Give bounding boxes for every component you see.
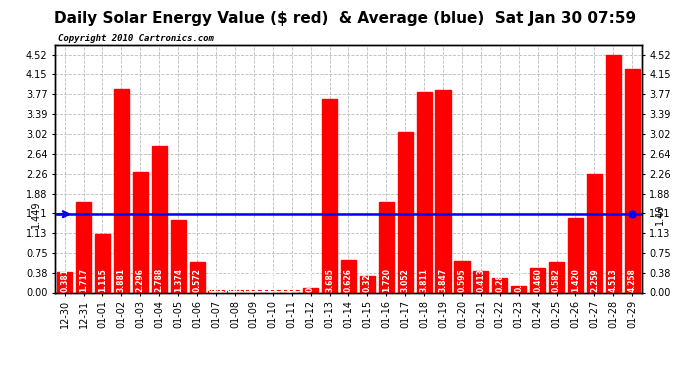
Text: 2.259: 2.259 [590, 268, 599, 292]
Text: 1.449: 1.449 [31, 201, 41, 228]
Bar [246, 290, 262, 292]
Text: 0.000: 0.000 [287, 268, 296, 292]
Bar [57, 273, 72, 292]
Text: 0.283: 0.283 [495, 268, 504, 292]
Text: 3.052: 3.052 [401, 268, 410, 292]
Text: 0.129: 0.129 [514, 268, 523, 292]
Text: 2.296: 2.296 [136, 268, 145, 292]
Bar [303, 288, 318, 292]
Bar [170, 220, 186, 292]
Bar [568, 218, 583, 292]
Text: 2.788: 2.788 [155, 268, 164, 292]
Text: 0.079: 0.079 [306, 268, 315, 292]
Bar [190, 262, 205, 292]
Bar [492, 278, 507, 292]
Bar [435, 90, 451, 292]
Bar [322, 99, 337, 292]
Text: 1.49: 1.49 [655, 204, 665, 225]
Text: 1.115: 1.115 [98, 268, 107, 292]
Bar [132, 172, 148, 292]
Text: 0.000: 0.000 [230, 268, 239, 292]
Text: 0.460: 0.460 [533, 268, 542, 292]
Text: 1.717: 1.717 [79, 268, 88, 292]
Text: 3.811: 3.811 [420, 268, 428, 292]
Bar [549, 262, 564, 292]
Text: 0.381: 0.381 [60, 268, 69, 292]
Text: 0.582: 0.582 [552, 268, 561, 292]
Text: 1.420: 1.420 [571, 268, 580, 292]
Text: 0.413: 0.413 [476, 268, 485, 292]
Bar [76, 202, 91, 292]
Bar [341, 260, 356, 292]
Text: 4.258: 4.258 [628, 268, 637, 292]
Bar [152, 146, 167, 292]
Bar [265, 290, 280, 292]
Bar [606, 56, 621, 292]
Bar [417, 92, 432, 292]
Bar [228, 290, 242, 292]
Text: 0.595: 0.595 [457, 268, 466, 292]
Text: 4.513: 4.513 [609, 268, 618, 292]
Bar [586, 174, 602, 292]
Text: Copyright 2010 Cartronics.com: Copyright 2010 Cartronics.com [58, 33, 214, 42]
Bar [114, 88, 129, 292]
Text: 0.626: 0.626 [344, 268, 353, 292]
Text: 0.572: 0.572 [193, 268, 201, 292]
Bar [95, 234, 110, 292]
Bar [284, 290, 299, 292]
Text: 1.720: 1.720 [382, 268, 391, 292]
Text: 1.374: 1.374 [174, 268, 183, 292]
Bar [473, 271, 489, 292]
Bar [624, 69, 640, 292]
Text: 0.000: 0.000 [212, 268, 221, 292]
Text: 3.685: 3.685 [325, 268, 334, 292]
Text: 0.323: 0.323 [363, 268, 372, 292]
Bar [530, 268, 545, 292]
Bar [397, 132, 413, 292]
Bar [208, 290, 224, 292]
Text: 0.000: 0.000 [268, 268, 277, 292]
Text: Daily Solar Energy Value ($ red)  & Average (blue)  Sat Jan 30 07:59: Daily Solar Energy Value ($ red) & Avera… [54, 11, 636, 26]
Bar [455, 261, 469, 292]
Text: 0.000: 0.000 [249, 268, 258, 292]
Text: 3.847: 3.847 [439, 268, 448, 292]
Text: 3.881: 3.881 [117, 268, 126, 292]
Bar [511, 286, 526, 292]
Bar [379, 202, 394, 292]
Bar [359, 276, 375, 292]
